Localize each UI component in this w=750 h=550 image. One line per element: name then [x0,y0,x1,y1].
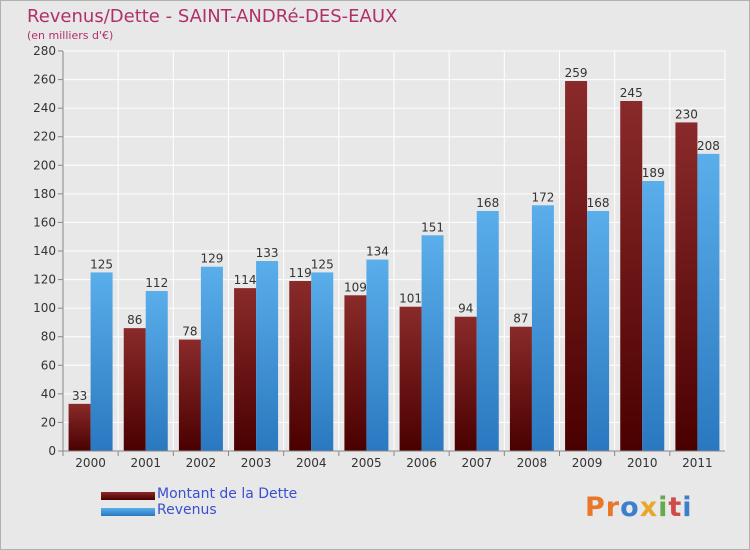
bar-dette [620,101,643,451]
bar-revenus [256,261,279,451]
x-tick-label: 2002 [186,456,217,470]
data-label-dette: 94 [458,302,473,316]
y-tick-label: 60 [41,358,56,372]
y-tick-label: 160 [33,215,56,229]
y-tick-label: 180 [33,187,56,201]
y-tick-label: 200 [33,158,56,172]
bar-dette [454,316,477,451]
bar-revenus [311,272,334,451]
y-tick-label: 100 [33,301,56,315]
x-tick-label: 2003 [241,456,272,470]
data-label-revenus: 112 [145,276,168,290]
y-tick-label: 80 [41,330,56,344]
grid-layer [62,50,726,452]
bar-revenus [366,259,389,451]
bar-revenus [697,153,720,451]
x-tick-label: 2011 [682,456,713,470]
x-tick-label: 2004 [296,456,327,470]
bar-dette [675,122,698,451]
y-tick-label: 280 [33,44,56,58]
data-label-revenus: 208 [697,139,720,153]
proxiti-logo: Proxiti [585,492,693,523]
axis-layer: 0 20 40 60 80 100 120 140 160 180 200 220 240 260 280 2… [33,44,725,470]
bar-dette [234,288,257,451]
x-tick-label: 2005 [351,456,382,470]
bar-revenus [145,291,168,451]
data-label-dette: 230 [675,107,698,121]
bar-revenus [531,205,554,451]
logo-letter: P [585,492,606,523]
data-label-revenus: 134 [366,245,389,259]
bar-revenus [587,211,610,451]
bar-dette [289,281,312,451]
y-tick-label: 260 [33,73,56,87]
label-layer: 3312586112781291141331191251091341011519… [72,66,720,403]
data-label-dette: 259 [565,66,588,80]
y-tick-label: 20 [41,415,56,429]
logo-letter: i [682,492,693,523]
data-label-dette: 101 [399,292,422,306]
x-tick-label: 2010 [627,456,658,470]
data-label-revenus: 133 [256,246,279,260]
data-label-dette: 245 [620,86,643,100]
y-tick-label: 220 [33,130,56,144]
bar-dette [565,81,588,451]
chart-title: Revenus/Dette - SAINT-ANDRé-DES-EAUX [27,6,398,27]
logo-letter: x [639,492,659,523]
legend-swatch-revenus [101,508,155,516]
legend-label-revenus: Revenus [157,502,217,518]
data-label-revenus: 189 [642,166,665,180]
data-label-revenus: 151 [421,220,444,234]
y-tick-label: 40 [41,387,56,401]
data-label-dette: 87 [513,312,528,326]
data-label-revenus: 168 [476,196,499,210]
x-tick-label: 2008 [517,456,548,470]
data-label-dette: 119 [289,266,312,280]
logo-letter: i [658,492,669,523]
bar-dette [344,295,367,451]
x-tick-label: 2006 [406,456,437,470]
bar-dette [178,339,201,451]
bar-revenus [642,181,665,451]
legend-label-dette: Montant de la Dette [157,486,298,502]
bar-revenus [200,266,223,451]
x-tick-label: 2001 [130,456,161,470]
legend-swatch-dette [101,492,155,500]
bar-revenus [90,272,113,451]
logo-letter: r [605,492,621,523]
bar-dette [399,306,422,451]
data-label-revenus: 125 [90,257,113,271]
y-tick-label: 240 [33,101,56,115]
y-tick-label: 120 [33,273,56,287]
bar-dette [509,326,532,451]
y-tick-label: 0 [48,444,56,458]
x-tick-label: 2009 [572,456,603,470]
data-label-revenus: 129 [200,252,223,266]
chart-subtitle: (en milliers d'€) [27,29,114,42]
data-label-dette: 109 [344,280,367,294]
data-label-revenus: 125 [311,257,334,271]
bar-dette [123,328,146,451]
bar-revenus [421,235,444,451]
data-label-dette: 33 [72,389,87,403]
logo-letter: o [620,492,640,523]
x-tick-label: 2007 [461,456,492,470]
data-label-revenus: 172 [531,190,554,204]
data-label-dette: 86 [127,313,142,327]
bar-revenus [476,211,499,451]
bar-dette [68,403,91,451]
y-tick-label: 140 [33,244,56,258]
data-label-dette: 114 [234,273,257,287]
bar-layer [68,81,720,451]
logo-letter: t [668,492,683,523]
x-tick-label: 2000 [75,456,106,470]
data-label-dette: 78 [182,325,197,339]
data-label-revenus: 168 [587,196,610,210]
